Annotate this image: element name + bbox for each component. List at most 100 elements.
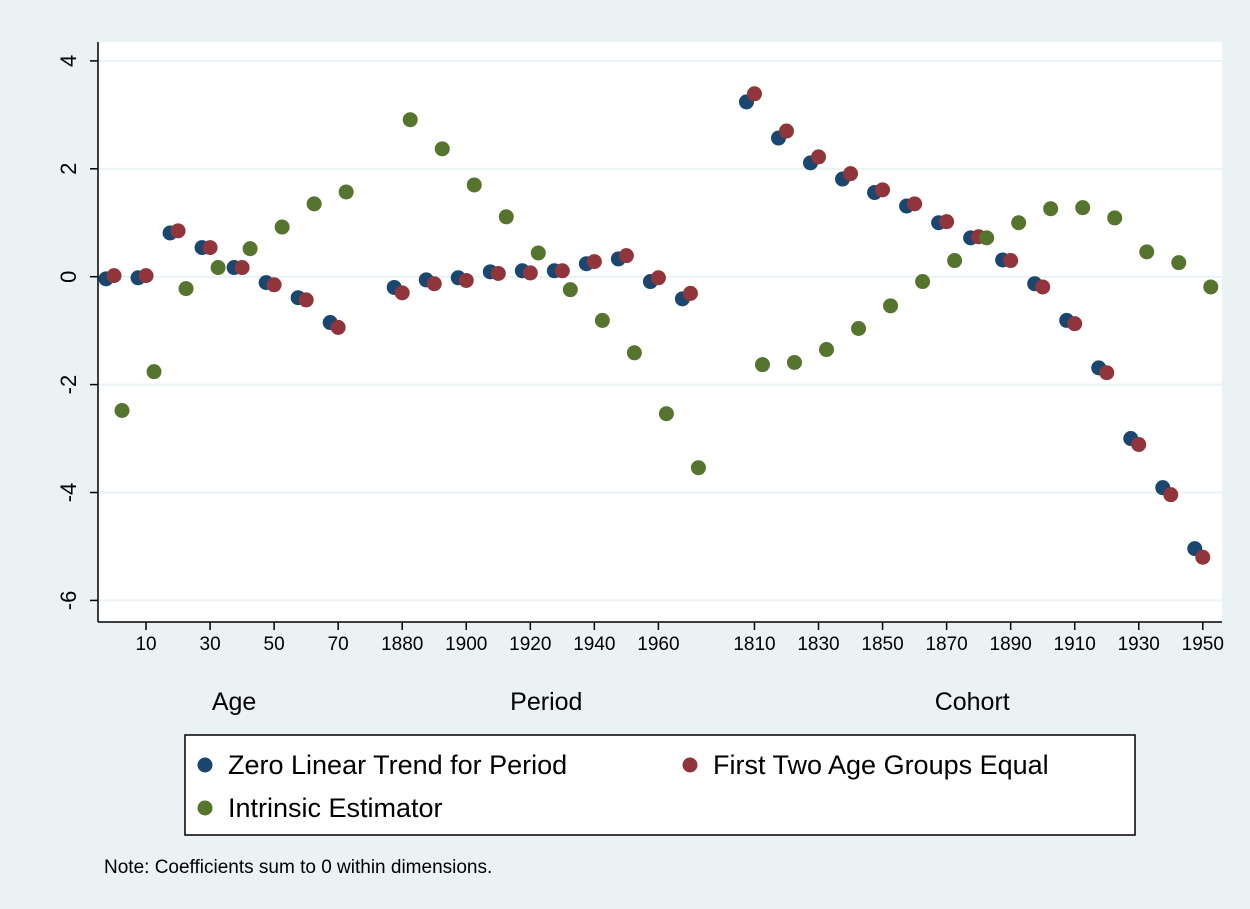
point	[1195, 549, 1211, 565]
x-tick-label: 10	[135, 634, 156, 655]
point	[1163, 487, 1179, 503]
point	[746, 86, 762, 102]
point	[170, 223, 186, 239]
point	[234, 260, 250, 276]
point	[883, 298, 899, 314]
x-tick-label: 1960	[637, 634, 679, 655]
point	[650, 270, 666, 286]
point	[682, 285, 698, 301]
legend-box	[184, 734, 1136, 836]
y-tick-label: -2	[56, 375, 81, 395]
point	[138, 268, 154, 284]
x-tick-label: 1880	[381, 634, 423, 655]
point	[554, 263, 570, 279]
point	[1011, 215, 1027, 231]
point	[562, 282, 578, 298]
point	[1075, 200, 1091, 216]
legend-label: Intrinsic Estimator	[228, 793, 443, 823]
x-tick-label: 1830	[797, 634, 839, 655]
point	[843, 166, 859, 182]
point	[274, 219, 290, 235]
point	[618, 248, 634, 264]
point	[947, 253, 963, 269]
point	[1107, 210, 1123, 226]
point	[1043, 201, 1059, 217]
legend-marker	[682, 757, 698, 773]
x-tick-label: 1940	[573, 634, 615, 655]
y-tick-label: 0	[56, 271, 81, 283]
point	[819, 342, 835, 358]
point	[434, 141, 450, 157]
point	[1139, 244, 1155, 260]
point	[1203, 279, 1219, 295]
x-tick-label: 1910	[1054, 634, 1096, 655]
x-tick-label: 1900	[445, 634, 487, 655]
point	[907, 196, 923, 212]
point	[1171, 255, 1187, 271]
y-tick-label: 4	[56, 55, 81, 67]
point	[490, 265, 506, 281]
point	[778, 123, 794, 139]
legend-marker	[197, 757, 213, 773]
point	[114, 403, 130, 419]
point	[298, 292, 314, 308]
point	[754, 357, 770, 373]
point	[811, 149, 827, 165]
point	[586, 254, 602, 270]
point	[690, 460, 706, 476]
legend-label: Zero Linear Trend for Period	[228, 750, 567, 780]
x-tick-label: 1920	[509, 634, 551, 655]
x-tick-label: 1810	[733, 634, 775, 655]
point	[658, 406, 674, 422]
point	[330, 319, 346, 335]
point	[202, 240, 218, 256]
point	[1067, 316, 1083, 332]
x-tick-label: 50	[264, 634, 285, 655]
x-tick-label: 1870	[925, 634, 967, 655]
x-tick-label: 30	[200, 634, 221, 655]
point	[1131, 436, 1147, 452]
legend-marker	[197, 800, 213, 816]
point	[106, 268, 122, 284]
point	[466, 177, 482, 193]
point	[915, 274, 931, 290]
x-tick-label: 1930	[1118, 634, 1160, 655]
point	[178, 281, 194, 297]
x-tick-label: 70	[328, 634, 349, 655]
point	[626, 345, 642, 361]
point	[1003, 253, 1019, 269]
panel-label: Cohort	[935, 688, 1010, 716]
point	[338, 184, 354, 200]
y-tick-label: -6	[56, 591, 81, 611]
point	[939, 214, 955, 230]
point	[851, 320, 867, 336]
point	[242, 241, 258, 257]
plot-area	[98, 42, 1222, 622]
point	[522, 265, 538, 281]
point	[498, 209, 514, 225]
point	[306, 196, 322, 212]
point	[1099, 365, 1115, 381]
x-tick-label: 1890	[990, 634, 1032, 655]
point	[394, 285, 410, 301]
point	[458, 272, 474, 288]
point	[266, 277, 282, 293]
panel-label: Period	[510, 688, 582, 716]
point	[786, 354, 802, 370]
point	[210, 260, 226, 276]
x-tick-label: 1950	[1182, 634, 1224, 655]
y-tick-label: 2	[56, 163, 81, 175]
point	[146, 364, 162, 380]
point	[402, 112, 418, 128]
x-tick-label: 1850	[861, 634, 903, 655]
y-tick-label: -4	[56, 483, 81, 503]
point	[594, 312, 610, 328]
legend-label: First Two Age Groups Equal	[713, 750, 1049, 780]
point	[530, 245, 546, 261]
panel-label: Age	[212, 688, 256, 716]
point	[875, 182, 891, 198]
point	[979, 230, 995, 246]
note: Note: Coefficients sum to 0 within dimen…	[104, 857, 492, 878]
